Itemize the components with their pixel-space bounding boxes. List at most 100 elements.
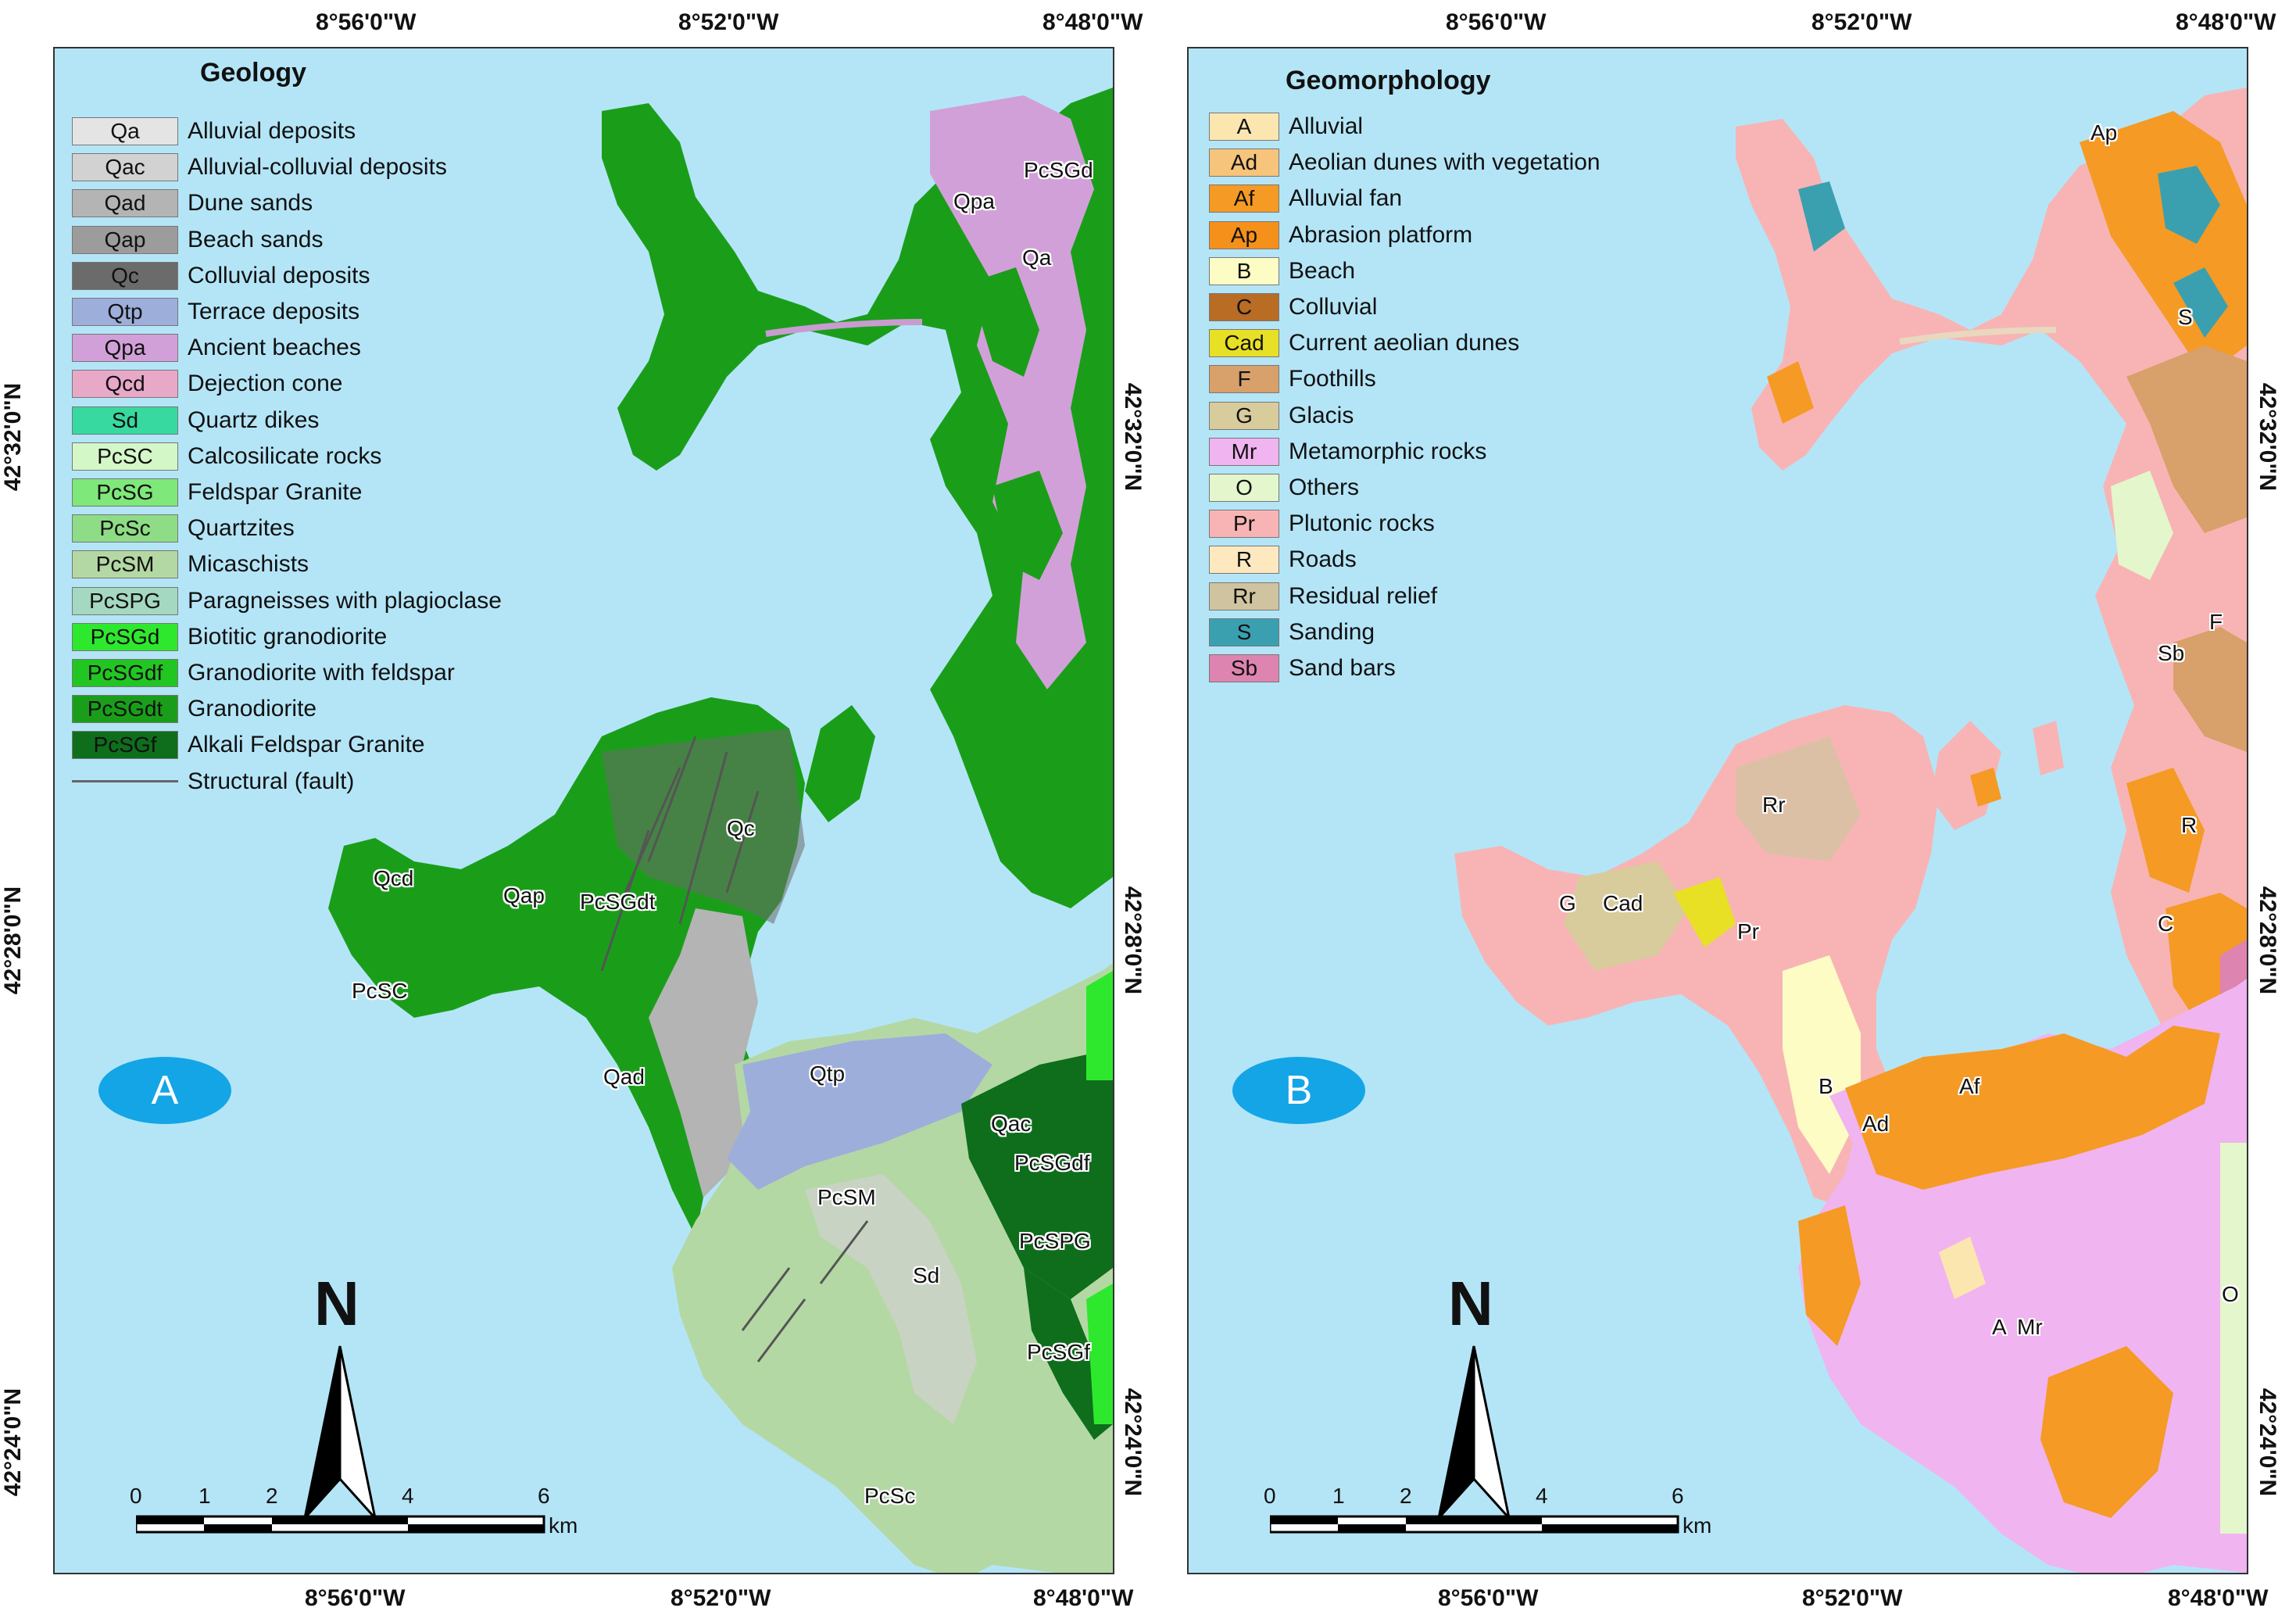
north-letter: N — [1448, 1269, 1493, 1338]
map-label-a: A — [1992, 1315, 2007, 1339]
map-label-af: Af — [1959, 1074, 1980, 1098]
legend-swatch: Sd — [72, 406, 178, 435]
legend-label: Biotitic granodiorite — [188, 623, 388, 650]
legend-label: Colluvial deposits — [188, 262, 370, 288]
geology-legend-title: Geology — [200, 58, 307, 88]
map-label-ap: Ap — [2090, 120, 2118, 145]
legend-swatch: Qtp — [72, 298, 178, 326]
scale-tick-6: 6 — [1672, 1484, 1684, 1508]
legend-item-sd: Sd Quartz dikes — [72, 405, 319, 436]
legend-label: Micaschists — [188, 551, 309, 578]
legend-label: Sand bars — [1289, 655, 1396, 681]
legend-label: Structural (fault) — [188, 768, 355, 794]
legend-swatch: PcSGd — [72, 622, 178, 651]
map-label-sb: Sb — [2158, 641, 2185, 665]
legend-item-qap: Qap Beach sands — [72, 224, 323, 256]
map-label-qc: Qc — [727, 816, 755, 840]
legend-item-qpa: Qpa Ancient beaches — [72, 332, 361, 363]
map-label-c: C — [2158, 911, 2174, 936]
north-letter: N — [314, 1269, 359, 1338]
coord-left-a-3: 42°24'0"N — [0, 1387, 27, 1497]
legend-item-ad: Ad Aeolian dunes with vegetation — [1209, 147, 1600, 178]
scale-unit: km — [549, 1513, 578, 1538]
legend-item-pcsg: PcSG Feldspar Granite — [72, 477, 362, 508]
coord-bottom-b-2: 8°52'0"W — [1802, 1585, 1903, 1611]
geology-map-panel: Geology Qa Alluvial deposits Qac Alluvial-c… — [53, 47, 1114, 1574]
legend-swatch: Ad — [1209, 149, 1279, 177]
legend-item-qc: Qc Colluvial deposits — [72, 260, 370, 292]
coord-bottom-a-2: 8°52'0"W — [671, 1585, 771, 1611]
north-arrow-icon — [302, 1345, 377, 1523]
coord-right-b-1: 42°32'0"N — [2255, 382, 2281, 492]
panel-b-badge: B — [1232, 1057, 1365, 1124]
legend-item-rr: Rr Residual relief — [1209, 581, 1437, 612]
legend-label: Feldspar Granite — [188, 479, 363, 505]
coord-top-a-1: 8°56'0"W — [316, 9, 417, 35]
scale-tick-1: 1 — [198, 1484, 211, 1508]
map-label-pcsgdf: PcSGdf — [1014, 1151, 1090, 1175]
legend-item-s: S Sanding — [1209, 617, 1375, 648]
legend-item-o: O Others — [1209, 472, 1359, 503]
legend-swatch: O — [1209, 474, 1279, 502]
legend-swatch: Qac — [72, 153, 178, 182]
map-label-pcspg: PcSPG — [1019, 1229, 1091, 1253]
legend-item-pcsgf: PcSGf Alkali Feldspar Granite — [72, 729, 424, 761]
map-label-pcsm: PcSM — [817, 1185, 876, 1209]
north-arrow-a: N — [289, 1268, 391, 1534]
legend-item-pcsgdf: PcSGdf Granodiorite with feldspar — [72, 657, 455, 689]
legend-swatch: PcSc — [72, 514, 178, 543]
coord-right-a-1: 42°32'0"N — [1120, 382, 1146, 492]
legend-item-qac: Qac Alluvial-colluvial deposits — [72, 152, 447, 183]
legend-label: Others — [1289, 474, 1360, 500]
coord-left-a-1: 42°32'0"N — [0, 382, 27, 492]
geomorphology-map-panel: Geomorphology A Alluvial Ad Aeolian dunes w… — [1187, 47, 2248, 1574]
legend-swatch: PcSPG — [72, 586, 178, 615]
legend-label: Beach — [1289, 257, 1356, 284]
legend-item-pcsm: PcSM Micaschists — [72, 549, 309, 580]
legend-label: Granodiorite — [188, 696, 317, 722]
map-label-qac: Qac — [991, 1112, 1032, 1136]
legend-item-f: F Foothills — [1209, 363, 1376, 395]
legend-swatch: Af — [1209, 184, 1279, 213]
map-label-qpa: Qpa — [953, 189, 995, 213]
scale-bar-b: 0 1 2 4 6 km — [1264, 1484, 1770, 1546]
legend-label: Alluvial deposits — [188, 118, 356, 144]
legend-label: Beach sands — [188, 226, 324, 252]
map-label-pcsgf: PcSGf — [1027, 1340, 1090, 1364]
legend-swatch: S — [1209, 618, 1279, 646]
legend-swatch: Qad — [72, 189, 178, 218]
legend-swatch: Ap — [1209, 220, 1279, 249]
legend-label: Roads — [1289, 546, 1357, 573]
legend-item-qad: Qad Dune sands — [72, 188, 313, 219]
map-label-pr: Pr — [1737, 919, 1759, 943]
map-label-pcsc-south: PcSc — [864, 1484, 916, 1508]
scale-tick-2: 2 — [1400, 1484, 1412, 1508]
legend-swatch: Pr — [1209, 510, 1279, 539]
legend-label: Current aeolian dunes — [1289, 330, 1520, 356]
geomorphology-legend-title: Geomorphology — [1286, 66, 1491, 95]
map-label-rr: Rr — [1762, 793, 1786, 817]
legend-swatch: Cad — [1209, 329, 1279, 358]
legend-label: Alkali Feldspar Granite — [188, 732, 425, 758]
legend-swatch: R — [1209, 546, 1279, 575]
coord-right-b-3: 42°24'0"N — [2255, 1387, 2281, 1497]
legend-label: Ancient beaches — [188, 335, 361, 361]
legend-swatch: A — [1209, 113, 1279, 141]
legend-label: Foothills — [1289, 366, 1376, 392]
legend-label: Paragneisses with plagioclase — [188, 587, 502, 614]
legend-item-ap: Ap Abrasion platform — [1209, 220, 1472, 251]
coord-bottom-b-1: 8°56'0"W — [1438, 1585, 1539, 1611]
map-label-qcd: Qcd — [374, 866, 414, 890]
legend-swatch: PcSGdf — [72, 659, 178, 687]
legend-swatch: Qa — [72, 117, 178, 145]
map-label-sd: Sd — [913, 1263, 940, 1287]
scale-tick-0: 0 — [130, 1484, 142, 1508]
legend-item-qtp: Qtp Terrace deposits — [72, 296, 359, 328]
legend-item-pr: Pr Plutonic rocks — [1209, 508, 1435, 539]
map-label-pcsgd: PcSGd — [1024, 158, 1093, 182]
legend-item-pcspg: PcSPG Paragneisses with plagioclase — [72, 585, 502, 617]
legend-label: Glacis — [1289, 402, 1354, 428]
legend-label: Residual relief — [1289, 582, 1438, 609]
legend-label: Plutonic rocks — [1289, 510, 1435, 537]
map-label-f: F — [2209, 610, 2223, 634]
